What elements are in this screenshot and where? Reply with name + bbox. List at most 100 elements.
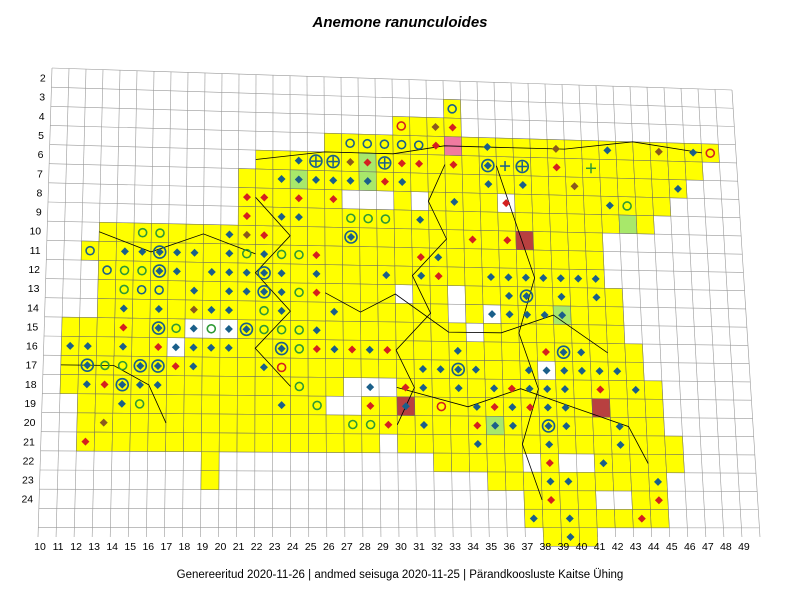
plus-marker bbox=[500, 161, 511, 172]
grid-cell bbox=[359, 265, 378, 285]
diamond-icon bbox=[540, 310, 549, 319]
grid-cell bbox=[665, 454, 685, 474]
diamond-marker bbox=[545, 458, 554, 467]
diamond-marker bbox=[99, 418, 108, 427]
grid-cell bbox=[201, 375, 220, 396]
diamond-marker bbox=[490, 403, 499, 412]
grid-cell bbox=[450, 415, 469, 435]
diamond-icon bbox=[448, 123, 457, 132]
diamond-marker bbox=[83, 342, 92, 351]
ring-icon bbox=[344, 230, 358, 244]
grid-cell bbox=[167, 299, 186, 320]
grid-cell bbox=[76, 412, 96, 433]
ring-icon bbox=[309, 154, 323, 168]
diamond-marker bbox=[507, 384, 516, 393]
row-label: 17 bbox=[25, 360, 37, 372]
diamond-marker bbox=[277, 288, 286, 297]
diamond-marker bbox=[346, 176, 355, 185]
ring-marker bbox=[380, 214, 391, 224]
diamond-marker bbox=[312, 326, 321, 335]
ring-marker bbox=[622, 201, 632, 211]
diamond-marker bbox=[312, 269, 321, 278]
ring-marker bbox=[206, 323, 217, 334]
diamond-icon bbox=[312, 326, 321, 335]
grid-cell bbox=[516, 249, 535, 269]
diamond-icon bbox=[418, 365, 427, 374]
diamond-marker bbox=[503, 236, 512, 245]
grid-cell bbox=[394, 246, 413, 267]
grid-cell bbox=[377, 284, 396, 304]
ring-marker bbox=[100, 360, 110, 371]
grid-cell bbox=[585, 250, 605, 271]
ring-marker bbox=[348, 419, 358, 430]
grid-cell bbox=[605, 306, 625, 326]
diamond-icon bbox=[416, 215, 425, 224]
diamond-marker bbox=[526, 403, 535, 412]
column-label: 37 bbox=[522, 541, 534, 553]
ring-icon bbox=[115, 377, 130, 392]
grid-cell bbox=[290, 376, 309, 397]
diamond-icon bbox=[552, 163, 561, 172]
diamond-marker bbox=[543, 403, 552, 412]
diamond-marker bbox=[436, 365, 445, 374]
grid-cell bbox=[359, 283, 379, 304]
diamond-marker bbox=[556, 274, 565, 283]
diamond-marker bbox=[363, 177, 372, 186]
grid-cell bbox=[409, 135, 428, 155]
diamond-marker bbox=[603, 146, 612, 155]
ring-icon bbox=[133, 359, 148, 373]
grid-cell bbox=[583, 195, 602, 215]
diamond-icon bbox=[119, 342, 128, 351]
diamond-marker bbox=[564, 477, 573, 486]
grid-cell bbox=[255, 206, 274, 227]
grid-cell bbox=[131, 336, 150, 357]
diamond-marker bbox=[382, 271, 391, 280]
diamond-icon bbox=[454, 384, 463, 393]
grid-cell bbox=[93, 431, 113, 452]
diamond-marker bbox=[490, 384, 499, 393]
diamond-icon bbox=[559, 348, 568, 357]
diamond-icon bbox=[654, 496, 663, 505]
column-label: 20 bbox=[215, 541, 227, 553]
grid-cell bbox=[183, 413, 202, 434]
grid-cell bbox=[646, 435, 666, 455]
diamond-marker bbox=[545, 440, 554, 449]
diamond-marker bbox=[431, 122, 440, 131]
grid-cell bbox=[342, 283, 361, 304]
ring-marker bbox=[294, 325, 304, 335]
ring-icon bbox=[622, 201, 632, 211]
diamond-icon bbox=[82, 380, 91, 389]
ring-icon bbox=[294, 287, 304, 298]
grid-cell bbox=[219, 375, 238, 396]
diamond-icon bbox=[365, 345, 374, 354]
grid-cell bbox=[377, 302, 396, 323]
column-label: 10 bbox=[34, 541, 46, 553]
diamond-marker bbox=[525, 384, 534, 393]
diamond-icon bbox=[225, 287, 234, 296]
diamond-icon bbox=[503, 236, 512, 245]
grid-cell bbox=[664, 435, 684, 455]
column-label: 33 bbox=[449, 541, 461, 553]
grid-line-vertical bbox=[55, 68, 70, 538]
grid-cell bbox=[272, 188, 291, 208]
grid-cell bbox=[237, 300, 256, 321]
county-border bbox=[496, 165, 543, 501]
ring-marker bbox=[137, 265, 147, 276]
diamond-marker bbox=[450, 197, 459, 206]
column-label: 34 bbox=[467, 541, 479, 553]
grid-cell bbox=[308, 433, 327, 453]
grid-cell bbox=[576, 472, 596, 492]
row-label: 12 bbox=[28, 264, 40, 276]
column-label: 35 bbox=[485, 541, 497, 553]
diamond-icon bbox=[508, 403, 517, 412]
grid-cell bbox=[203, 224, 222, 245]
grid-cell bbox=[467, 378, 486, 398]
grid-cell bbox=[521, 416, 541, 436]
diamond-marker bbox=[615, 422, 624, 431]
diamond-icon bbox=[380, 177, 389, 186]
row-label: 11 bbox=[30, 245, 41, 257]
map-title: Anemone ranunculoides bbox=[312, 14, 488, 31]
diamond-icon bbox=[330, 345, 339, 354]
ring-icon bbox=[119, 265, 130, 276]
grid-cell bbox=[96, 336, 115, 357]
